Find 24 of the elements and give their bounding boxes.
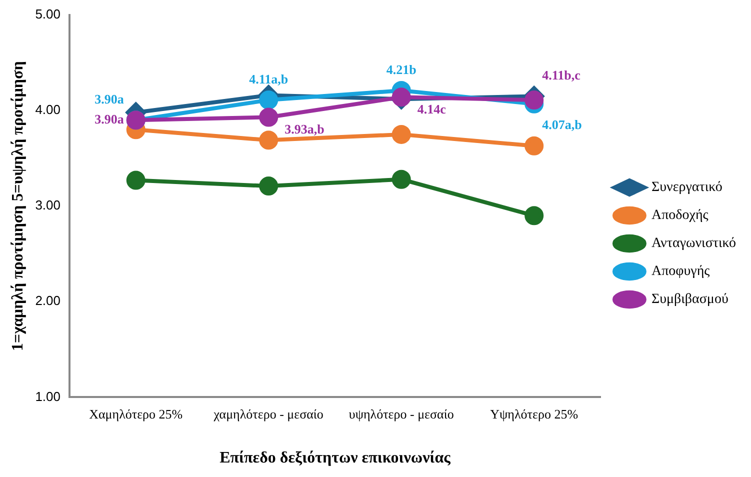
x-tick-label: υψηλότερο - μεσαίο: [348, 406, 454, 422]
data-label: 4.11b,c: [542, 67, 581, 82]
y-tick-label: 4.00: [35, 102, 60, 118]
legend-label: Συνεργατικό: [651, 180, 722, 196]
y-tick-label: 5.00: [35, 6, 60, 22]
legend-label: Αποφυγής: [651, 264, 710, 280]
data-label: 3.93a,b: [284, 122, 324, 137]
data-label: 3.90a: [94, 111, 124, 126]
legend-label: Αποδοχής: [651, 208, 709, 224]
y-axis-title: 1=χαμηλή προτίμηση 5=υψηλή προτίμηση: [10, 61, 27, 351]
data-label: 4.14c: [417, 102, 446, 117]
x-tick-label: Υψηλότερο 25%: [490, 406, 578, 422]
legend-label: Συμβιβασμού: [651, 292, 728, 308]
legend-label: Ανταγωνιστικό: [651, 236, 736, 252]
data-label: 3.90a: [94, 91, 124, 106]
x-tick-label: χαμηλότερο - μεσαίο: [212, 406, 324, 422]
data-label: 4.21b: [386, 62, 416, 77]
y-tick-label: 2.00: [35, 293, 60, 308]
data-label: 4.11a,b: [249, 71, 288, 86]
x-axis-title: Επίπεδο δεξιότητων επικοινωνίας: [220, 450, 451, 467]
data-label: 4.07a,b: [542, 117, 582, 132]
y-tick-label: 3.00: [35, 198, 60, 213]
y-tick-label: 1.00: [35, 388, 60, 404]
x-tick-label: Χαμηλότερο 25%: [89, 406, 183, 422]
